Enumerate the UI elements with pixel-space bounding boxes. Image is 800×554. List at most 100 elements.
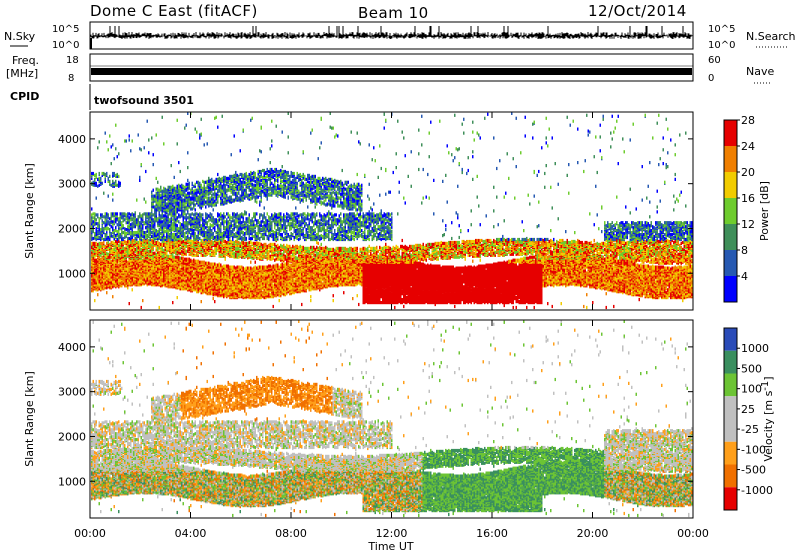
heatmap-cell bbox=[100, 228, 102, 231]
heatmap-cell bbox=[103, 215, 105, 218]
heatmap-cell bbox=[99, 236, 101, 239]
heatmap-cell bbox=[109, 238, 111, 241]
heatmap-cell bbox=[96, 182, 98, 185]
heatmap-cell bbox=[111, 256, 113, 259]
heatmap-cell bbox=[109, 175, 111, 178]
heatmap-cell bbox=[100, 177, 102, 180]
heatmap-cell bbox=[96, 222, 98, 225]
heatmap-cell bbox=[99, 184, 101, 187]
heatmap-cell bbox=[109, 228, 111, 231]
noise-right-tick-bottom: 10^0 bbox=[708, 40, 735, 51]
heatmap-cell bbox=[108, 213, 110, 216]
noise-left-tick-top: 10^5 bbox=[52, 24, 79, 35]
heatmap-cell bbox=[100, 245, 102, 248]
heatmap-cell bbox=[91, 219, 93, 222]
heatmap-cell bbox=[93, 212, 95, 215]
heatmap-cell bbox=[105, 212, 107, 215]
noise-sky-series bbox=[91, 26, 692, 39]
heatmap-cell bbox=[91, 234, 93, 237]
heatmap-cell bbox=[108, 148, 110, 151]
heatmap-cell bbox=[102, 182, 104, 185]
heatmap-cell bbox=[93, 242, 95, 245]
frequency-trace bbox=[90, 66, 693, 75]
heatmap-cell bbox=[108, 220, 110, 223]
heatmap-cell bbox=[105, 132, 107, 135]
heatmap-cell bbox=[108, 236, 110, 239]
heatmap-cell bbox=[96, 213, 98, 216]
noise-sky-label: N.Sky bbox=[4, 30, 36, 43]
frequency-panel-frame bbox=[90, 54, 693, 81]
heatmap-cell bbox=[96, 259, 98, 262]
heatmap-cell bbox=[111, 162, 113, 165]
heatmap-cell bbox=[91, 172, 93, 175]
heatmap-cell bbox=[111, 217, 113, 220]
heatmap-cell bbox=[106, 220, 108, 223]
heatmap-cell bbox=[100, 213, 102, 216]
heatmap-cell bbox=[114, 242, 116, 245]
heatmap-cell bbox=[96, 176, 98, 179]
noise-trace bbox=[91, 26, 692, 49]
heatmap-cell bbox=[106, 140, 108, 143]
heatmap-cell bbox=[94, 174, 96, 177]
heatmap-cell bbox=[114, 212, 116, 215]
heatmap-cell bbox=[99, 242, 101, 245]
figure: Dome C East (fitACF) Beam 10 12/Oct/2014… bbox=[0, 0, 800, 554]
heatmap-cell bbox=[106, 242, 108, 245]
heatmap-cell bbox=[96, 238, 98, 241]
heatmap-cell bbox=[99, 177, 101, 180]
heatmap-cell bbox=[105, 245, 107, 248]
heatmap-cell bbox=[112, 226, 114, 229]
heatmap-cell bbox=[109, 275, 111, 278]
heatmap-cell bbox=[106, 252, 108, 255]
heatmap-cell bbox=[112, 256, 114, 259]
freq-left-tick-top: 18 bbox=[66, 55, 79, 66]
heatmap-cell bbox=[108, 227, 110, 230]
heatmap-cell bbox=[91, 207, 93, 210]
heatmap-cell bbox=[106, 212, 108, 215]
noise-panel: N.Sky 10^5 10^0 10^5 10^0 N.Search bbox=[4, 22, 796, 51]
heatmap-cell bbox=[114, 172, 116, 175]
heatmap-cell bbox=[96, 277, 98, 280]
heatmap-cell bbox=[100, 254, 102, 257]
heatmap-cell bbox=[103, 192, 105, 195]
cpid-value: twofsound 3501 bbox=[94, 94, 194, 107]
heatmap-cell bbox=[94, 223, 96, 226]
date-label: 12/Oct/2014 bbox=[588, 2, 687, 20]
heatmap-cell bbox=[97, 222, 99, 225]
freq-left-tick-bottom: 8 bbox=[68, 73, 74, 84]
power-heatmap bbox=[91, 112, 693, 309]
heatmap-cell bbox=[100, 270, 102, 273]
heatmap-cell bbox=[97, 185, 99, 188]
heatmap-cell bbox=[105, 173, 107, 176]
heatmap-cell bbox=[91, 230, 93, 233]
heatmap-cell bbox=[112, 172, 114, 175]
heatmap-cell bbox=[99, 228, 101, 231]
heatmap-cell bbox=[112, 248, 114, 251]
heatmap-cell bbox=[112, 241, 114, 244]
heatmap-cell bbox=[93, 172, 95, 175]
heatmap-cell bbox=[108, 253, 110, 256]
heatmap-cell bbox=[94, 216, 96, 219]
heatmap-cell bbox=[108, 195, 110, 198]
heatmap-cell bbox=[109, 233, 111, 236]
heatmap-cell bbox=[102, 242, 104, 245]
heatmap-cell bbox=[114, 262, 116, 265]
heatmap-cell bbox=[111, 232, 113, 235]
heatmap-cell bbox=[112, 180, 114, 183]
heatmap-cell bbox=[94, 242, 96, 245]
heatmap-cell bbox=[102, 252, 104, 255]
heatmap-cell bbox=[100, 216, 102, 219]
heatmap-cell bbox=[103, 241, 105, 244]
heatmap-cell bbox=[96, 233, 98, 236]
heatmap-cell bbox=[106, 291, 108, 294]
cpid-panel: CPID twofsound 3501 bbox=[10, 84, 194, 110]
heatmap-cell bbox=[109, 272, 111, 275]
heatmap-cell bbox=[99, 172, 101, 175]
heatmap-cell bbox=[111, 260, 113, 263]
heatmap-cell bbox=[109, 180, 111, 183]
heatmap-cell bbox=[99, 224, 101, 227]
heatmap-cell bbox=[109, 243, 111, 246]
heatmap-cell bbox=[112, 220, 114, 223]
heatmap-cell bbox=[94, 178, 96, 181]
